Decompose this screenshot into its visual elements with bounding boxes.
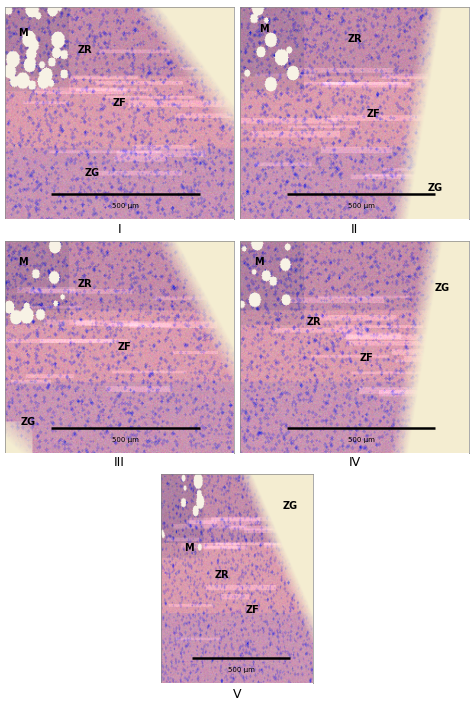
Text: M: M	[259, 24, 268, 34]
Text: ZR: ZR	[78, 279, 92, 289]
Text: 500 μm: 500 μm	[347, 437, 374, 443]
Text: 500 μm: 500 μm	[112, 203, 139, 209]
Text: M: M	[184, 543, 193, 553]
Text: ZR: ZR	[78, 45, 92, 55]
Text: ZR: ZR	[348, 34, 363, 44]
Text: V: V	[233, 688, 241, 701]
Text: ZG: ZG	[428, 183, 443, 193]
Text: I: I	[118, 222, 121, 235]
Text: III: III	[114, 456, 125, 469]
Text: ZF: ZF	[117, 342, 131, 352]
Text: ZF: ZF	[113, 98, 127, 108]
Text: ZG: ZG	[283, 501, 298, 511]
Text: M: M	[18, 28, 28, 38]
Text: ZF: ZF	[367, 109, 381, 119]
Text: M: M	[18, 257, 28, 267]
Text: 500 μm: 500 μm	[347, 203, 374, 209]
Text: II: II	[351, 222, 358, 235]
Text: M: M	[255, 257, 264, 267]
Text: 500 μm: 500 μm	[112, 437, 139, 443]
Text: ZG: ZG	[435, 283, 450, 293]
Text: ZF: ZF	[360, 353, 374, 363]
Text: 500 μm: 500 μm	[228, 666, 255, 673]
Text: ZR: ZR	[307, 317, 321, 327]
Text: IV: IV	[349, 456, 361, 469]
Text: ZF: ZF	[246, 606, 259, 616]
Text: ZG: ZG	[84, 168, 100, 178]
Text: ZG: ZG	[20, 417, 36, 427]
Text: ZR: ZR	[215, 570, 229, 580]
